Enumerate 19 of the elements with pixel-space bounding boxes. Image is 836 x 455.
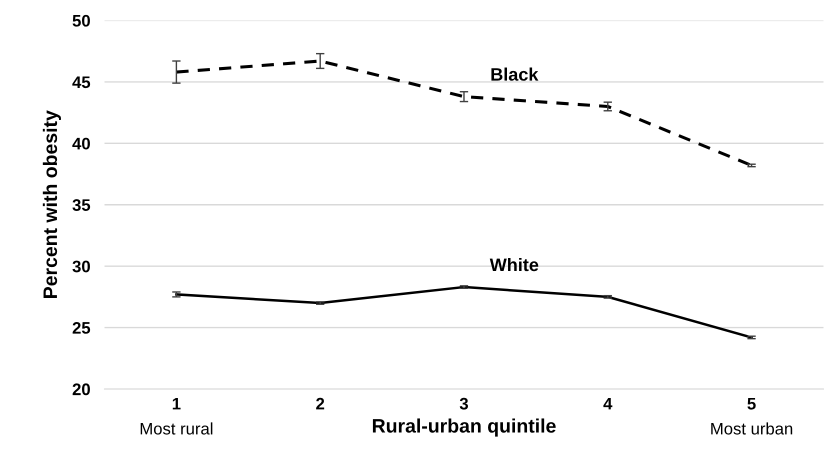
y-tick-label: 20 <box>72 383 90 396</box>
series-label: Black <box>491 68 538 81</box>
x-tick-label: 1 <box>172 398 181 410</box>
x-axis-title: Rural-urban quintile <box>372 418 556 437</box>
y-tick-label: 25 <box>72 322 90 334</box>
y-tick-label: 50 <box>72 14 90 27</box>
x-tick-label: 2 <box>316 398 324 410</box>
series-label: White <box>490 258 538 272</box>
y-tick-label: 35 <box>72 199 90 211</box>
y-tick-label: 30 <box>72 260 90 272</box>
y-axis-title: Percent with obesity <box>42 110 61 298</box>
line-series <box>175 286 753 339</box>
text: Most rural <box>140 422 212 435</box>
x-tick-label: 4 <box>603 398 612 410</box>
y-tick-label: 45 <box>72 76 90 88</box>
x-tick-label: 3 <box>460 398 468 410</box>
x-tick-label: 5 <box>747 398 756 410</box>
text: Most urban <box>711 422 792 435</box>
y-tick-label: 40 <box>72 138 90 150</box>
